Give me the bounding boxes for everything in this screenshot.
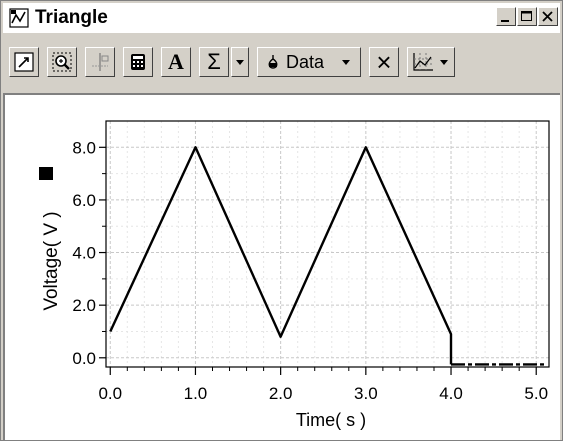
x-axis: 0.0 1.0 2.0 3.0 4.0 5.0 (98, 367, 548, 403)
title-bar[interactable]: Triangle (3, 3, 560, 33)
series-layer (109, 146, 545, 366)
minimize-button[interactable] (496, 7, 516, 26)
autoscale-button[interactable] (9, 47, 39, 77)
graph-options-button[interactable] (407, 47, 455, 77)
x-tick-label: 0.0 (98, 384, 122, 403)
x-axis-label: Time( s ) (296, 410, 366, 430)
y-tick-label: 0.0 (72, 349, 96, 368)
x-tick-label: 5.0 (524, 384, 548, 403)
y-tick-label: 8.0 (72, 138, 96, 157)
data-icon (268, 55, 278, 69)
x-tick-label: 1.0 (184, 384, 208, 403)
plot-area[interactable] (105, 120, 550, 368)
maximize-icon (521, 11, 532, 21)
y-tick-label: 2.0 (72, 296, 96, 315)
grid-lines (106, 121, 549, 367)
y-axis-label: Voltage( V ) (41, 211, 62, 310)
zoom-icon (52, 52, 72, 72)
voltage-time-chart[interactable]: 0.0 1.0 2.0 3.0 4.0 5.0 0.0 2.0 4.0 6.0 8.0 Volta… (5, 95, 558, 438)
series-line[interactable] (109, 146, 453, 365)
graph-toolbar: A Σ Data × (3, 41, 560, 81)
statistics-button[interactable]: Σ (199, 47, 229, 77)
graph-app-icon (9, 8, 29, 28)
x-tick-label: 2.0 (269, 384, 293, 403)
data-label: Data (286, 51, 325, 72)
x-tick-label: 4.0 (439, 384, 463, 403)
data-dropdown-button[interactable]: Data (257, 47, 361, 77)
series-legend-marker[interactable] (39, 167, 53, 180)
text-annotation-icon: A (168, 49, 184, 74)
remove-button[interactable]: × (369, 47, 399, 77)
examine-button[interactable] (85, 47, 115, 77)
calculator-icon (131, 54, 145, 70)
statistics-dropdown-button[interactable] (231, 47, 249, 77)
zoom-button[interactable] (47, 47, 77, 77)
statistics-icon: Σ (207, 49, 221, 74)
close-icon (542, 11, 553, 22)
chevron-down-icon (440, 60, 448, 65)
calculator-button[interactable] (123, 47, 153, 77)
close-x-icon: × (376, 47, 392, 77)
dropdown-arrow-icon (236, 60, 244, 65)
chevron-down-icon (342, 60, 350, 65)
close-button[interactable] (538, 7, 558, 26)
examine-icon (92, 53, 109, 71)
autoscale-icon (14, 52, 34, 72)
graph-panel[interactable]: 0.0 1.0 2.0 3.0 4.0 5.0 0.0 2.0 4.0 6.0 8.0 Volta… (3, 93, 560, 440)
y-tick-label: 6.0 (72, 191, 96, 210)
maximize-button[interactable] (517, 7, 537, 26)
graph-options-icon (413, 53, 433, 71)
window-title: Triangle (35, 7, 108, 28)
y-axis: 0.0 2.0 4.0 6.0 8.0 (72, 138, 106, 368)
minimize-icon (501, 20, 509, 22)
x-tick-label: 3.0 (354, 384, 378, 403)
text-annotation-button[interactable]: A (161, 47, 191, 77)
y-tick-label: 4.0 (72, 244, 96, 263)
